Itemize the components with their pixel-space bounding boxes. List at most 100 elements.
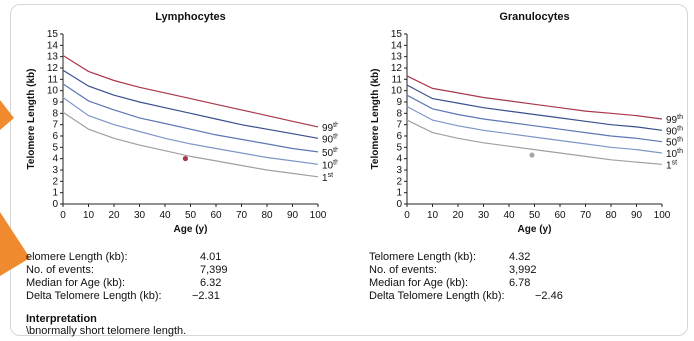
- x-tick-label: 70: [236, 210, 248, 221]
- y-tick-label: 12: [47, 63, 59, 74]
- info-label: elomere Length (kb):: [26, 251, 128, 263]
- y-tick-label: 12: [391, 63, 403, 74]
- x-tick-label: 40: [159, 210, 171, 221]
- info-row: Delta Telomere Length (kb): −2.46: [369, 290, 619, 303]
- x-tick-label: 20: [452, 210, 464, 221]
- series-line-50th: [406, 94, 663, 143]
- y-tick-label: 14: [47, 40, 59, 51]
- x-tick-label: 30: [134, 210, 146, 221]
- arrow-bottom-icon: [0, 212, 30, 276]
- series-line-1st: [406, 119, 663, 165]
- x-tick-label: 80: [261, 210, 273, 221]
- y-tick-label: 2: [396, 176, 402, 187]
- highlight-arrows: [0, 100, 30, 276]
- y-axis-label: Telomere Length (kb): [370, 69, 381, 170]
- interpretation-heading: Interpretation: [26, 313, 97, 325]
- series-label: 90th: [322, 133, 338, 145]
- y-tick-label: 10: [47, 86, 59, 97]
- series-label: 90th: [666, 125, 683, 137]
- info-label: No. of events:: [369, 264, 437, 276]
- series-label: 99th: [322, 122, 338, 134]
- y-tick-label: 13: [391, 52, 403, 63]
- series-label: 99th: [666, 114, 683, 126]
- series-line-90th: [62, 69, 319, 139]
- series-label: 50th: [666, 137, 683, 149]
- y-tick-label: 13: [47, 52, 59, 63]
- report-card: [10, 4, 688, 336]
- info-value: 7,399: [200, 264, 228, 276]
- info-value: 3,992: [509, 264, 537, 276]
- series-line-90th: [406, 84, 663, 131]
- y-tick-label: 1: [396, 188, 402, 199]
- info-row: Delta Telomere Length (kb): −2.31: [26, 290, 276, 303]
- y-tick-label: 0: [396, 199, 402, 210]
- series-label: 1st: [322, 172, 333, 184]
- x-tick-label: 40: [503, 210, 515, 221]
- x-tick-label: 50: [529, 210, 541, 221]
- x-tick-label: 0: [60, 210, 66, 221]
- x-tick-label: 60: [210, 210, 222, 221]
- info-value: 6.78: [509, 277, 531, 289]
- y-tick-label: 3: [396, 165, 402, 176]
- y-tick-label: 7: [52, 120, 58, 131]
- x-tick-label: 0: [404, 210, 410, 221]
- y-tick-label: 2: [52, 176, 58, 187]
- info-row: Telomere Length (kb): 4.32: [369, 251, 619, 264]
- arrow-top-icon: [0, 100, 14, 130]
- info-row: No. of events: 7,399: [26, 264, 276, 277]
- interpretation-text: \bnormally short telomere length.: [26, 325, 187, 337]
- series-line-1st: [62, 111, 319, 178]
- y-tick-label: 0: [52, 199, 58, 210]
- y-tick-label: 6: [396, 131, 402, 142]
- y-tick-label: 9: [396, 97, 402, 108]
- granulocytes-info: Telomere Length (kb): 4.32 No. of events:…: [369, 251, 619, 303]
- series-line-99th: [62, 54, 319, 128]
- series-line-50th: [62, 83, 319, 153]
- x-tick-label: 60: [554, 210, 566, 221]
- series-line-99th: [406, 75, 663, 120]
- x-tick-label: 100: [654, 210, 671, 221]
- chart-title: Lymphocytes: [155, 11, 226, 23]
- x-tick-label: 10: [83, 210, 95, 221]
- patient-point: [182, 155, 188, 162]
- y-tick-label: 1: [52, 188, 58, 199]
- series-label: 50th: [322, 147, 338, 159]
- y-tick-label: 8: [52, 108, 58, 119]
- y-tick-label: 11: [392, 74, 403, 85]
- info-value: 6.32: [200, 277, 222, 289]
- chart-title: Granulocytes: [499, 11, 569, 23]
- x-axis-label: Age (y): [174, 224, 208, 235]
- y-tick-label: 15: [391, 29, 403, 40]
- lymphocytes-info: elomere Length (kb): 4.01 No. of events: 7…: [26, 251, 276, 303]
- series-label: 10th: [322, 159, 338, 171]
- y-tick-label: 9: [52, 97, 58, 108]
- x-tick-label: 10: [427, 210, 439, 221]
- y-tick-label: 11: [48, 74, 59, 85]
- y-tick-label: 15: [47, 29, 59, 40]
- y-tick-label: 14: [391, 40, 403, 51]
- info-label: Delta Telomere Length (kb):: [26, 290, 162, 302]
- info-label: Delta Telomere Length (kb):: [369, 290, 505, 302]
- x-tick-label: 50: [185, 210, 197, 221]
- y-tick-label: 10: [391, 86, 403, 97]
- patient-point: [529, 152, 535, 158]
- info-value: −2.46: [535, 290, 563, 302]
- series-label: 1st: [666, 159, 677, 171]
- x-axis-label: Age (y): [518, 224, 552, 235]
- x-tick-label: 90: [631, 210, 643, 221]
- y-tick-label: 3: [52, 165, 58, 176]
- info-row: Median for Age (kb): 6.32: [26, 277, 276, 290]
- y-tick-label: 4: [52, 154, 58, 165]
- y-axis-label: Telomere Length (kb): [26, 69, 37, 170]
- x-tick-label: 80: [605, 210, 617, 221]
- info-label: Telomere Length (kb):: [369, 251, 476, 263]
- x-tick-label: 90: [287, 210, 299, 221]
- info-label: No. of events:: [26, 264, 94, 276]
- info-row: No. of events: 3,992: [369, 264, 619, 277]
- series-line-10th: [406, 105, 663, 154]
- info-row: elomere Length (kb): 4.01: [26, 251, 276, 264]
- y-tick-label: 6: [52, 131, 58, 142]
- info-label: Median for Age (kb):: [26, 277, 126, 289]
